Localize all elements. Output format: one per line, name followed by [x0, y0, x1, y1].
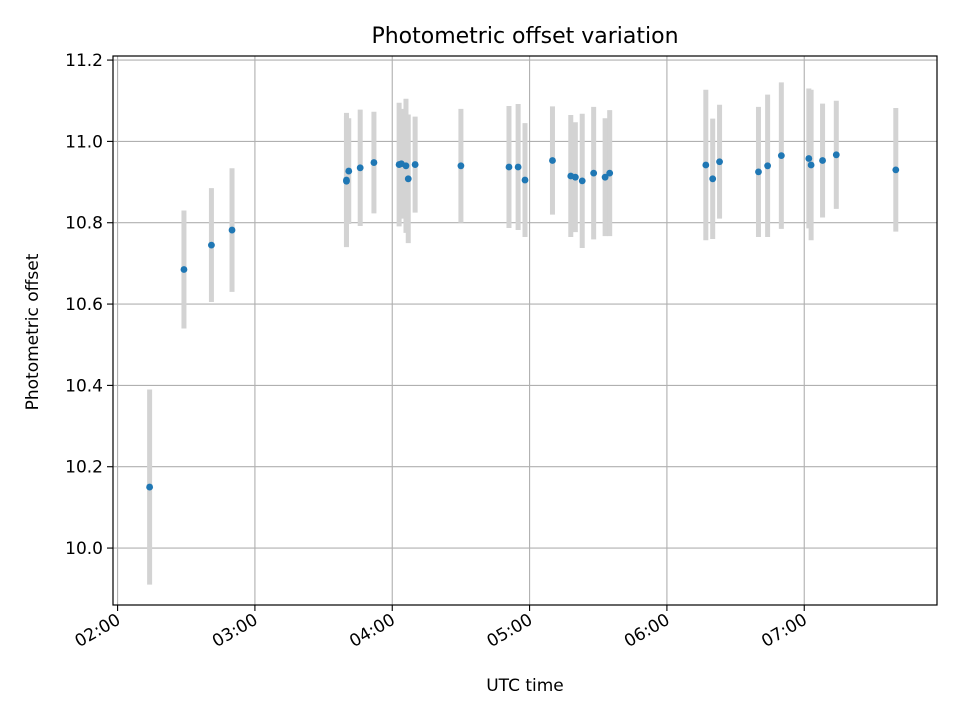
y-tick-label-3: 10.6 [65, 295, 103, 315]
data-point-32 [807, 161, 815, 169]
grid-lines [113, 56, 937, 605]
data-point-14 [457, 162, 465, 170]
data-point-13 [411, 161, 419, 168]
data-point-7 [356, 164, 364, 172]
y-tick-label-4: 10.8 [65, 214, 103, 234]
data-point-5 [343, 177, 350, 185]
data-point-15 [505, 163, 513, 171]
data-point-33 [819, 157, 826, 164]
data-point-17 [521, 176, 529, 184]
data-points [146, 151, 900, 491]
data-point-24 [606, 169, 614, 177]
chart-title: Photometric offset variation [371, 24, 678, 49]
data-point-16 [514, 163, 522, 171]
data-point-11 [402, 162, 410, 170]
y-axis-ticks: 10.0 10.2 10.4 10.6 10.8 11.0 11.2 [65, 51, 113, 559]
data-point-31 [805, 155, 813, 162]
data-point-27 [716, 158, 723, 166]
data-point-6 [345, 167, 353, 175]
data-point-23 [601, 173, 609, 181]
data-point-28 [755, 168, 762, 176]
data-point-22 [590, 169, 598, 177]
data-point-0 [146, 483, 154, 491]
data-point-12 [404, 175, 412, 183]
data-point-1 [180, 266, 188, 273]
data-point-26 [709, 175, 717, 183]
y-axis-label: Photometric offset [23, 253, 43, 410]
data-point-2 [208, 241, 215, 249]
y-tick-label-6: 11.2 [65, 51, 103, 71]
y-tick-label-2: 10.4 [65, 376, 103, 396]
data-point-8 [370, 159, 378, 166]
y-tick-label-1: 10.2 [65, 458, 103, 478]
data-point-30 [777, 152, 785, 160]
y-tick-label-0: 10.0 [65, 539, 103, 559]
x-axis-label: UTC time [486, 676, 564, 696]
data-point-29 [764, 162, 772, 170]
data-point-25 [702, 161, 710, 169]
y-tick-label-5: 11.0 [65, 132, 103, 152]
data-point-34 [832, 151, 840, 159]
data-point-18 [549, 157, 556, 164]
data-point-21 [578, 177, 586, 185]
data-point-20 [571, 173, 579, 181]
data-point-35 [892, 166, 900, 174]
plot-area-frame [112, 55, 938, 606]
data-point-3 [228, 226, 236, 234]
